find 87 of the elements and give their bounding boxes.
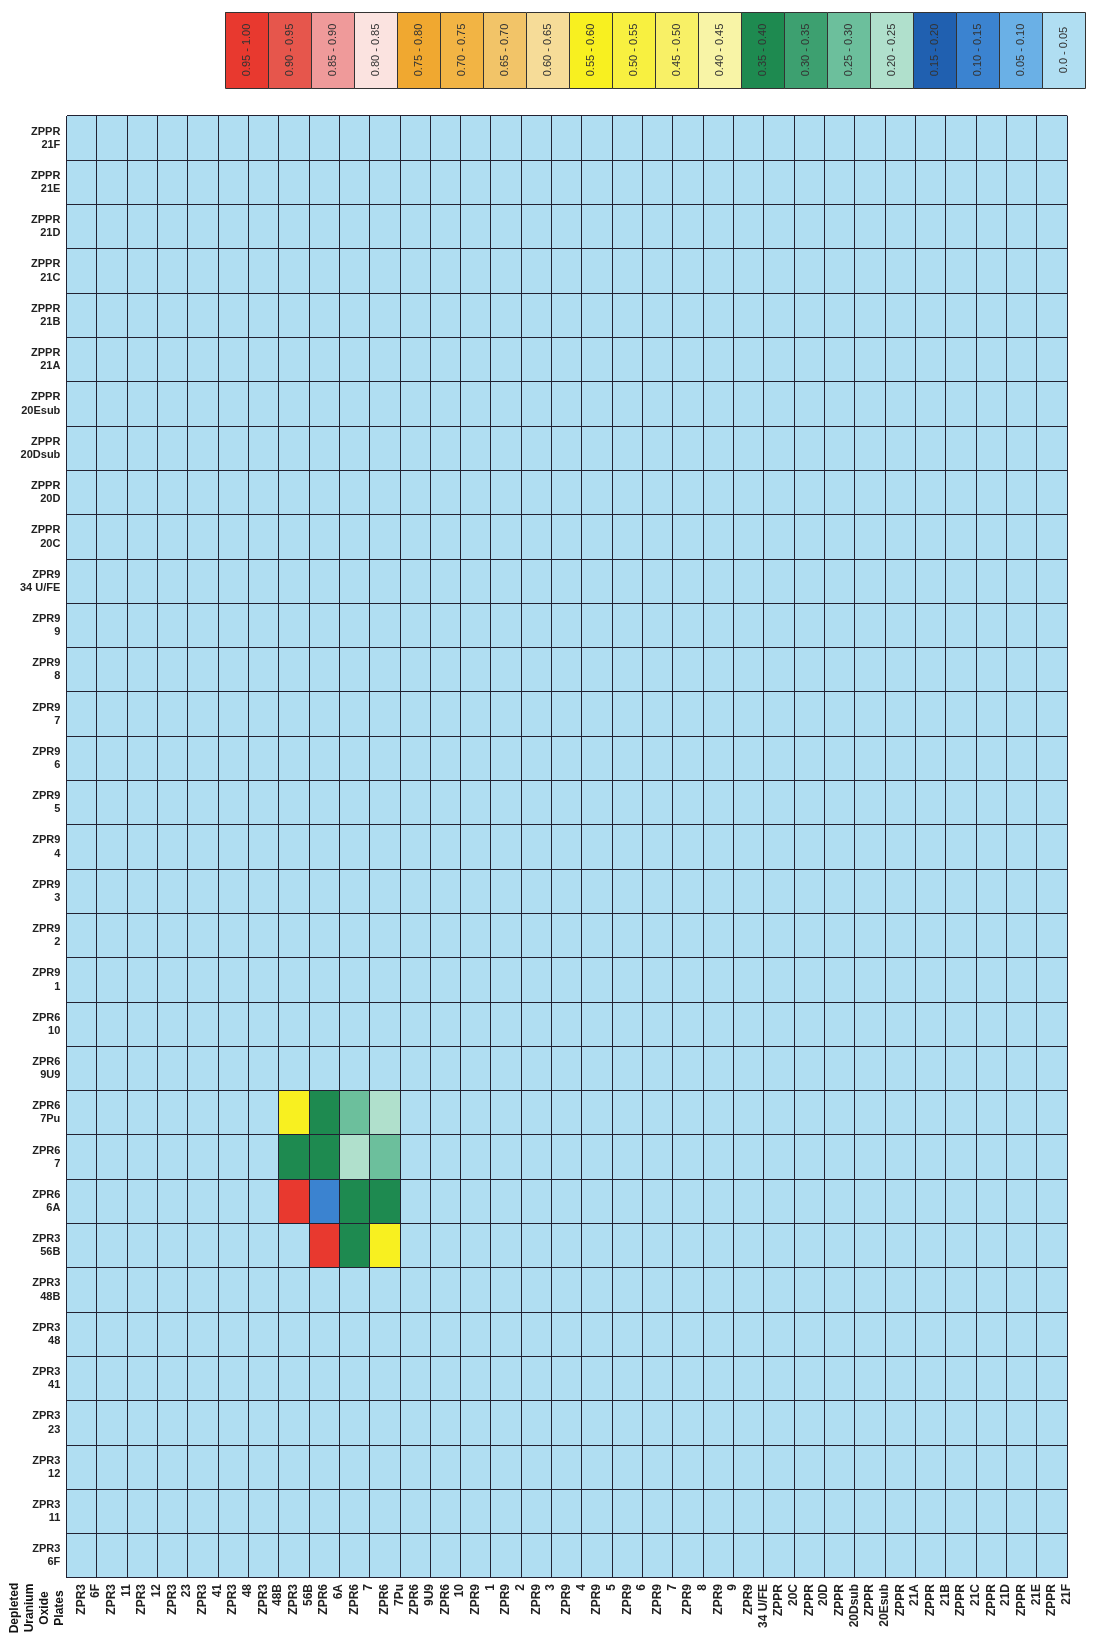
color-bar-label: 0.50 - 0.55 [626, 23, 639, 77]
x-tick-label: ZPR6 10 [437, 1583, 467, 1615]
y-tick-label: ZPR3 6F [32, 1542, 61, 1568]
x-tick-label: ZPR3 11 [104, 1583, 133, 1615]
x-tick-label: ZPR3 23 [164, 1583, 194, 1615]
y-tick-label: ZPR6 7 [32, 1143, 61, 1169]
x-tick-label: ZPR3 56B [286, 1583, 315, 1615]
color-bar-label: 0.95 - 1.00 [239, 23, 252, 77]
x-tick-label: ZPPR 21F [1044, 1583, 1073, 1616]
y-tick-label: ZPPR 20Esub [21, 390, 61, 416]
y-tick-label: ZPPR 20C [31, 523, 61, 549]
x-tick-label: ZPR3 48 [225, 1583, 254, 1615]
x-tick-label: ZPR9 6 [619, 1583, 649, 1615]
color-bar-label: 0.10 - 0.15 [970, 23, 983, 77]
color-bar-label: 0.70 - 0.75 [454, 23, 467, 77]
y-tick-label: ZPPR 21A [31, 346, 61, 372]
y-tick-label: ZPR3 56B [32, 1232, 61, 1258]
y-tick-label: ZPR3 11 [32, 1497, 61, 1524]
x-tick-label: ZPPR 20C [771, 1583, 800, 1616]
color-bar-label: 0.35 - 0.40 [755, 23, 768, 77]
color-bar-label: 0.55 - 0.60 [583, 23, 596, 77]
y-tick-label: ZPPR 21B [31, 301, 61, 327]
text: Depleted Uranium Oxide Plates [6, 1582, 66, 1634]
y-tick-label: ZPR9 8 [32, 656, 61, 682]
x-tick-label: ZPR3 41 [195, 1583, 224, 1615]
y-tick-label: ZPR9 34 U/FE [19, 567, 61, 593]
x-tick-label: ZPR9 8 [680, 1583, 709, 1615]
y-tick-label: ZPR6 10 [32, 1010, 61, 1036]
x-tick-label: ZPPR 21D [983, 1583, 1013, 1616]
y-tick-label: ZPR6 9U9 [32, 1054, 61, 1081]
x-tick-label: ZPR6 7 [346, 1583, 376, 1615]
y-tick-label: ZPR9 7 [32, 700, 61, 726]
y-tick-label: ZPR9 1 [32, 966, 61, 992]
y-tick-label: ZPPR 21F [31, 124, 61, 150]
x-tick-label: ZPR3 6F [73, 1583, 103, 1615]
x-tick-label: ZPR6 7Pu [377, 1583, 406, 1615]
x-tick-label: ZPPR 21B [923, 1583, 952, 1616]
y-tick-label: ZPR3 41 [32, 1365, 61, 1391]
x-tick-label: ZPR3 48B [255, 1583, 285, 1615]
color-bar-label: 0.25 - 0.30 [841, 23, 854, 77]
x-tick-label: ZPR9 9 [710, 1583, 740, 1615]
y-tick-label: ZPR3 12 [32, 1453, 61, 1479]
x-tick-label: ZPR9 4 [559, 1583, 588, 1615]
y-tick-label: ZPR9 6 [32, 744, 61, 771]
x-tick-label: ZPPR 21A [892, 1583, 922, 1616]
color-bar-label: 0.75 - 0.80 [411, 23, 424, 77]
x-tick-label: ZPR9 3 [528, 1583, 558, 1615]
x-tick-label: ZPR9 34 U/FE [741, 1583, 770, 1628]
y-tick-label: ZPR9 3 [32, 877, 61, 903]
x-tick-label: ZPPR 21E [1014, 1583, 1043, 1616]
x-tick-label: ZPR9 5 [589, 1583, 618, 1615]
x-tick-label: ZPR3 12 [134, 1583, 163, 1615]
color-bar-label: 0.20 - 0.25 [884, 23, 897, 77]
color-bar-label: 0.80 - 0.85 [368, 23, 381, 77]
y-tick-label: ZPR9 2 [32, 922, 61, 948]
y-tick-label: ZPR9 4 [32, 833, 62, 859]
x-tick-label: ZPR9 2 [498, 1583, 527, 1615]
color-bar-label: 0.60 - 0.65 [540, 23, 553, 77]
color-bar-label: 0.90 - 0.95 [282, 23, 295, 77]
x-tick-label: ZPR9 7 [650, 1583, 679, 1615]
y-tick-label: ZPPR 21D [31, 213, 61, 239]
y-tick-label: ZPR3 23 [32, 1409, 61, 1435]
x-tick-label: ZPPR 20Dsub [832, 1583, 861, 1628]
x-tick-label: ZPR6 6A [316, 1583, 345, 1615]
y-tick-label: ZPPR 21E [31, 168, 61, 195]
y-tick-label: ZPR3 48 [32, 1320, 61, 1346]
color-bar-label: 0.30 - 0.35 [798, 23, 811, 77]
y-tick-label: ZPR9 9 [32, 611, 61, 638]
x-tick-label: ZPPR 21C [953, 1583, 982, 1616]
y-tick-label: ZPPR 21C [31, 257, 61, 283]
y-tick-label: ZPR6 7Pu [32, 1099, 61, 1125]
y-tick-label: ZPR3 48B [32, 1276, 61, 1302]
x-tick-label: ZPPR 20Esub [862, 1583, 891, 1627]
y-tick-label: ZPR9 5 [32, 789, 61, 815]
color-bar-label: 0.85 - 0.90 [325, 23, 338, 77]
color-bar-label: 0.15 - 0.20 [927, 23, 940, 77]
x-tick-label: ZPR9 1 [468, 1583, 497, 1615]
color-bar-label: 0.05 - 0.10 [1013, 23, 1026, 77]
x-tick-label: ZPR6 9U9 [407, 1583, 436, 1615]
y-tick-label: ZPPR 20D [31, 479, 61, 505]
color-bar-label: 0.0 - 0.05 [1056, 26, 1069, 74]
y-tick-label: ZPPR 20Dsub [20, 434, 61, 460]
color-bar-label: 0.40 - 0.45 [712, 23, 725, 77]
y-tick-label: ZPR6 6A [32, 1187, 61, 1214]
x-tick-label: ZPPR 20D [801, 1583, 831, 1616]
color-bar-label: 0.65 - 0.70 [497, 23, 510, 77]
color-bar-label: 0.45 - 0.50 [669, 23, 682, 77]
